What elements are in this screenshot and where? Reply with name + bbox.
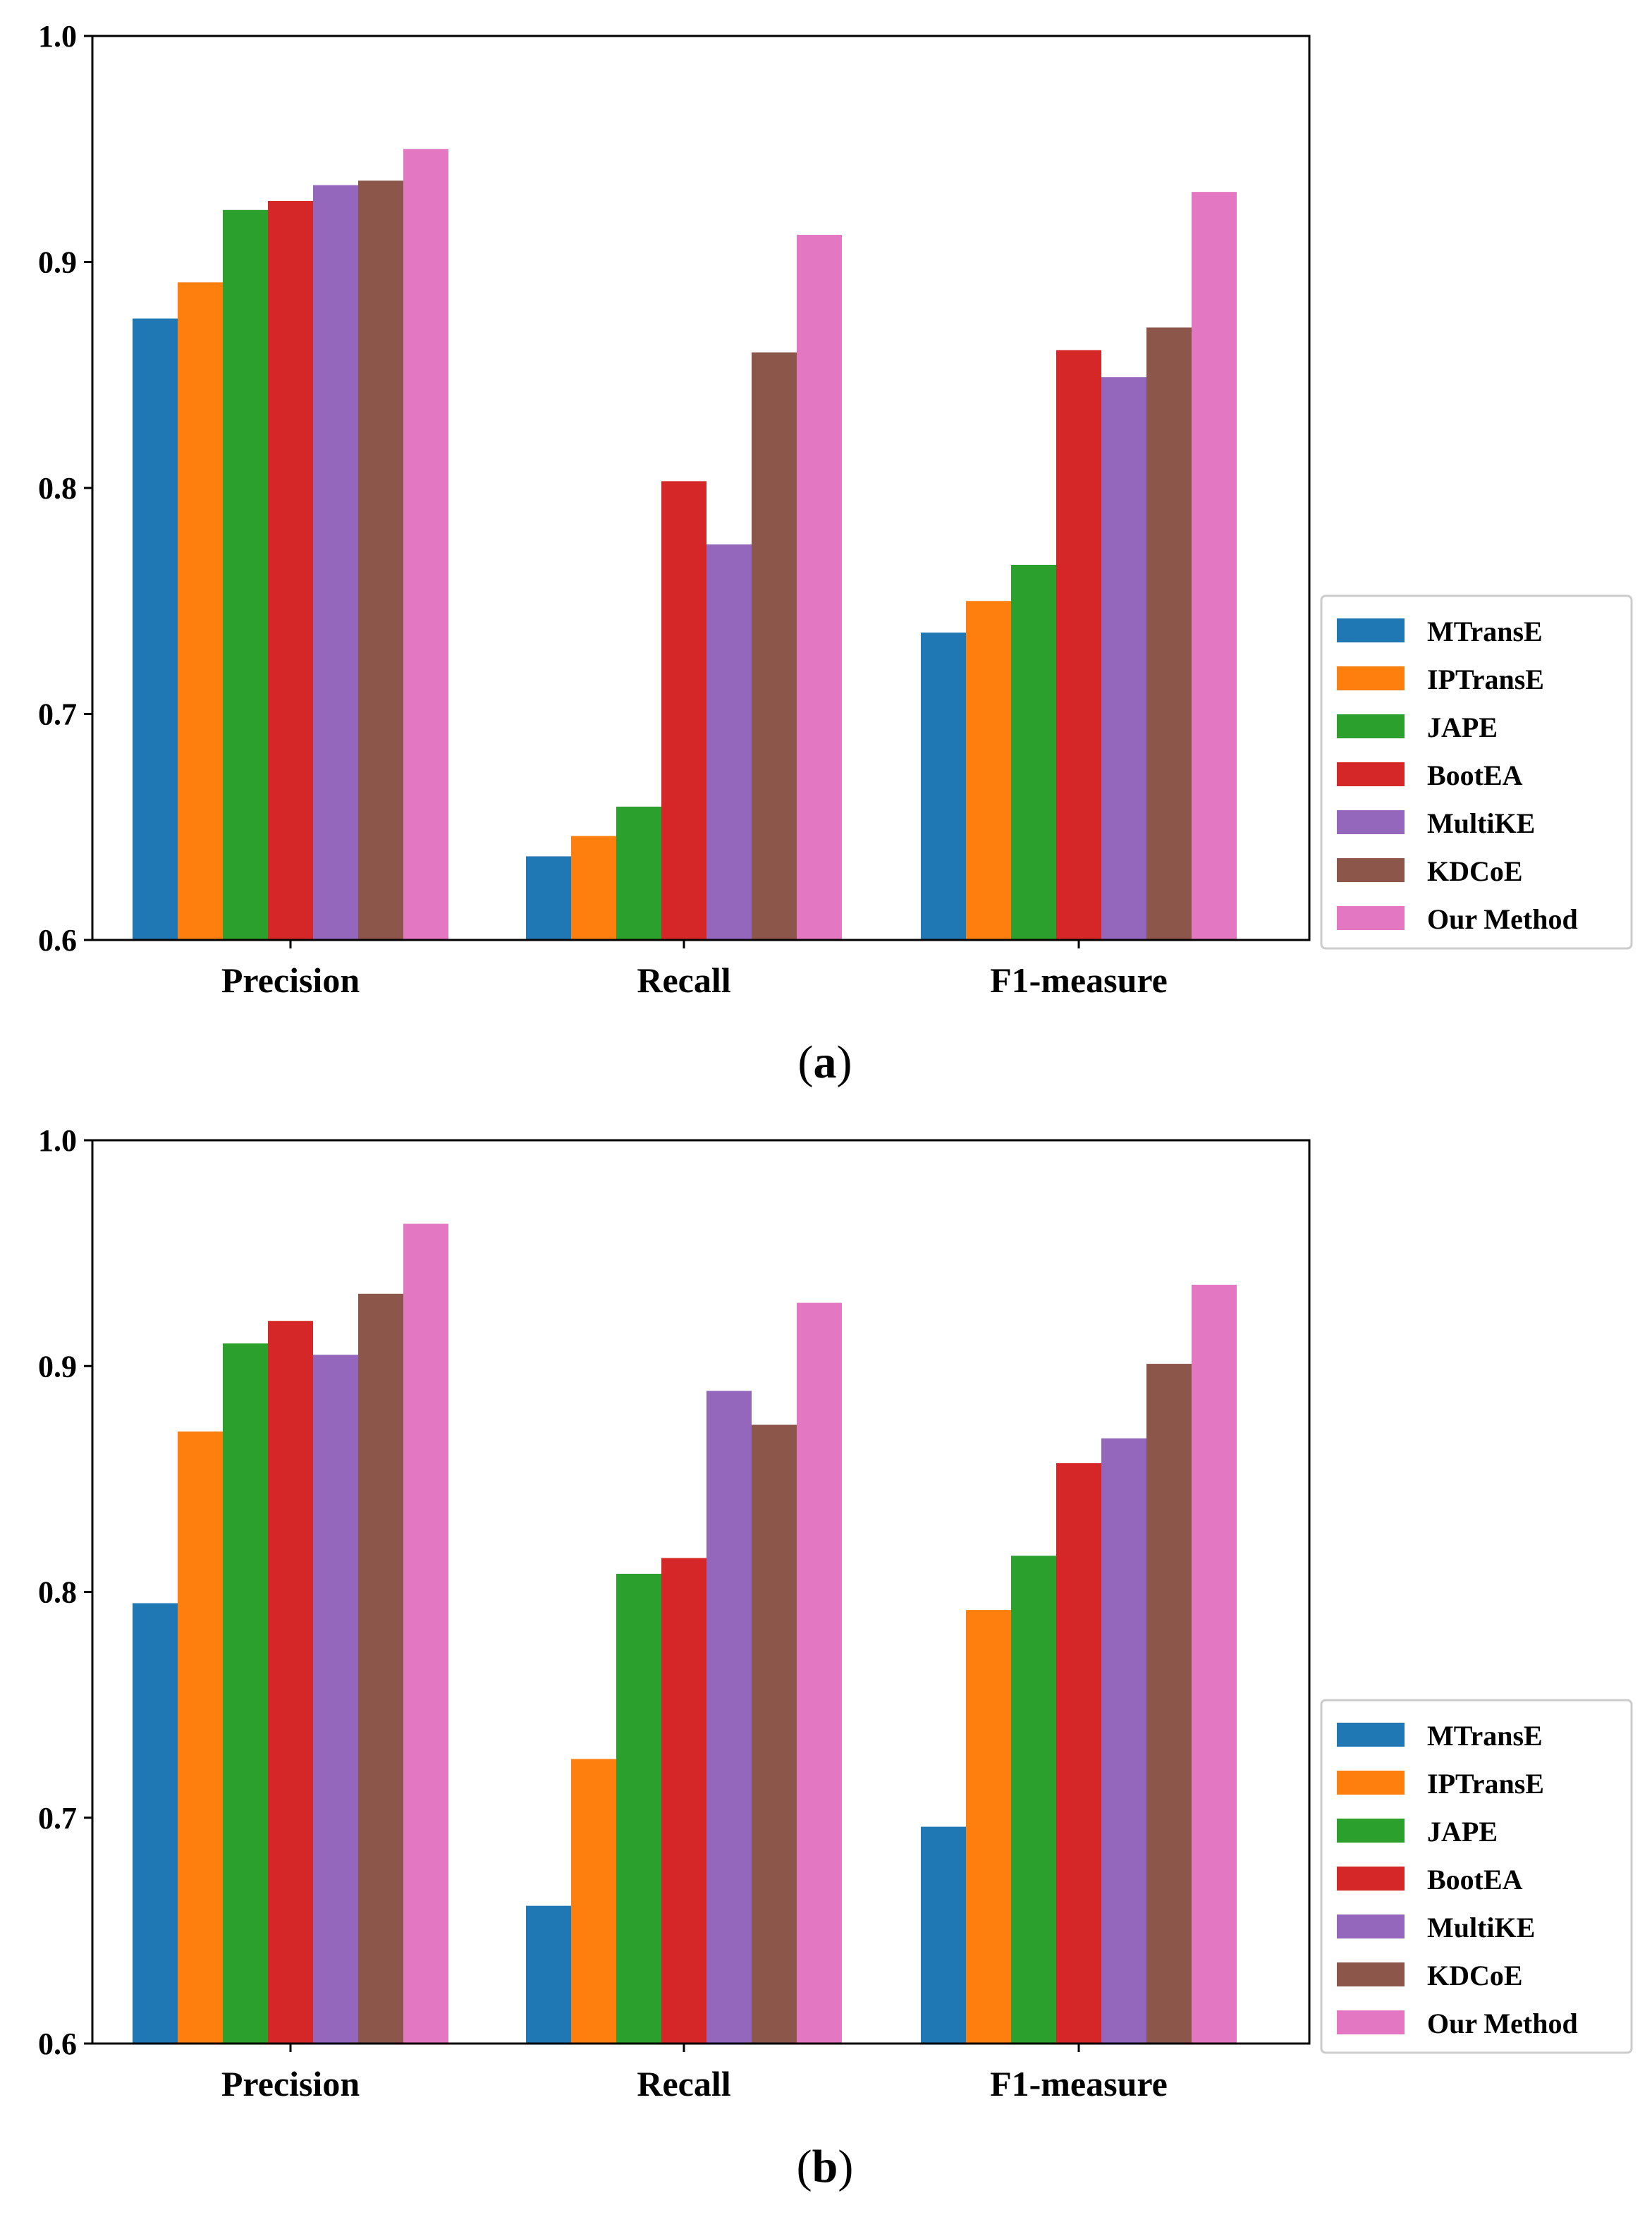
bar-bootea-precision — [268, 1321, 313, 2044]
legend-swatch — [1337, 1867, 1405, 1891]
bar-multike-recall — [706, 544, 752, 940]
legend-swatch — [1337, 1723, 1405, 1747]
legend-label: MTransE — [1427, 1720, 1543, 1752]
bar-multike-recall — [706, 1391, 752, 2044]
y-tick-label: 0.9 — [38, 245, 77, 280]
x-tick-label: Recall — [637, 960, 730, 1000]
legend-label: JAPE — [1427, 712, 1498, 743]
bar-bootea-f1-measure — [1056, 1462, 1101, 2044]
bar-multike-f1-measure — [1101, 1438, 1146, 2044]
bar-bootea-recall — [661, 481, 706, 940]
bar-multike-f1-measure — [1101, 377, 1146, 940]
chart-panel-b: 0.6 0.7 0.8 0.9 1.0 Precision Recall F1-measure… — [38, 1123, 1633, 2192]
legend-label: Our Method — [1427, 2008, 1578, 2039]
legend-swatch — [1337, 762, 1405, 786]
bar-jape-f1-measure — [1011, 564, 1056, 940]
legend-label: MultiKE — [1427, 807, 1535, 839]
legend-label: IPTransE — [1427, 1768, 1544, 1800]
legend-swatch — [1337, 1915, 1405, 1938]
bar-our-method-f1-measure — [1192, 1284, 1237, 2044]
legend-label: BootEA — [1427, 759, 1523, 791]
legend-label: JAPE — [1427, 1816, 1498, 1848]
bar-jape-f1-measure — [1011, 1556, 1056, 2044]
bar-multike-precision — [313, 185, 358, 940]
legend-swatch — [1337, 666, 1405, 690]
legend-swatch — [1337, 618, 1405, 642]
chart-panel-a: 0.6 0.7 0.8 0.9 1.0 Precision Recall F1-measure… — [38, 19, 1633, 1088]
legend-swatch — [1337, 858, 1405, 882]
bar-iptranse-precision — [178, 282, 223, 941]
bar-bootea-recall — [661, 1558, 706, 2044]
bar-kdcoe-recall — [752, 1424, 797, 2044]
bar-jape-recall — [616, 1573, 661, 2044]
legend-swatch — [1337, 714, 1405, 738]
legend-swatch — [1337, 1771, 1405, 1795]
legend-label: MTransE — [1427, 616, 1543, 647]
bar-jape-precision — [223, 1343, 268, 2044]
x-tick-label: F1-measure — [990, 960, 1168, 1000]
y-tick-label: 0.7 — [38, 1801, 77, 1836]
x-tick-label: Recall — [637, 2064, 730, 2103]
legend-label: IPTransE — [1427, 664, 1544, 695]
bar-kdcoe-f1-measure — [1146, 1364, 1192, 2044]
x-tick-label: Precision — [221, 2064, 360, 2103]
x-tick-label: Precision — [221, 960, 360, 1000]
y-tick-label: 0.7 — [38, 697, 77, 732]
panel-caption: (b) — [797, 2141, 854, 2192]
bar-iptranse-f1-measure — [966, 1610, 1011, 2044]
legend-label: Our Method — [1427, 903, 1578, 935]
y-tick-label: 1.0 — [38, 19, 77, 54]
x-tick-label: F1-measure — [990, 2064, 1168, 2103]
bar-our-method-precision — [403, 1223, 448, 2044]
y-tick-label: 1.0 — [38, 1123, 77, 1158]
legend-swatch — [1337, 2010, 1405, 2034]
legend-label: KDCoE — [1427, 855, 1523, 887]
y-tick-label: 0.9 — [38, 1349, 77, 1384]
legend-swatch — [1337, 1819, 1405, 1843]
bar-mtranse-recall — [526, 1905, 571, 2044]
y-tick-label: 0.8 — [38, 1575, 77, 1610]
legend-label: BootEA — [1427, 1864, 1523, 1895]
y-tick-label: 0.8 — [38, 471, 77, 506]
bar-mtranse-f1-measure — [921, 1826, 966, 2044]
bar-our-method-f1-measure — [1192, 192, 1237, 940]
panel-caption: (a) — [798, 1037, 852, 1088]
bar-iptranse-f1-measure — [966, 601, 1011, 940]
legend-label: KDCoE — [1427, 1960, 1523, 1991]
legend-label: MultiKE — [1427, 1912, 1535, 1943]
legend: MTransE IPTransE JAPE BootEA MultiKE KDCoE Our… — [1320, 1699, 1633, 2054]
bar-kdcoe-f1-measure — [1146, 327, 1192, 940]
legend-swatch — [1337, 1962, 1405, 1986]
legend-swatch — [1337, 906, 1405, 930]
bar-bootea-f1-measure — [1056, 350, 1101, 940]
y-tick-label: 0.6 — [38, 2027, 77, 2061]
bar-mtranse-precision — [133, 318, 178, 940]
bar-bootea-precision — [268, 200, 313, 941]
y-tick-label: 0.6 — [38, 923, 77, 958]
bar-mtranse-recall — [526, 856, 571, 940]
bar-kdcoe-precision — [358, 181, 403, 940]
bar-kdcoe-recall — [752, 352, 797, 940]
legend: MTransE IPTransE JAPE BootEA MultiKE KDCoE Our… — [1320, 594, 1633, 950]
bar-our-method-precision — [403, 149, 448, 940]
bar-multike-precision — [313, 1355, 358, 2044]
bar-mtranse-f1-measure — [921, 633, 966, 940]
bar-iptranse-recall — [571, 1759, 616, 2044]
bar-kdcoe-precision — [358, 1293, 403, 2044]
bar-iptranse-recall — [571, 836, 616, 940]
bar-our-method-recall — [797, 235, 842, 940]
bar-jape-precision — [223, 209, 268, 940]
bar-iptranse-precision — [178, 1431, 223, 2044]
legend-swatch — [1337, 810, 1405, 834]
bar-jape-recall — [616, 806, 661, 940]
bar-our-method-recall — [797, 1302, 842, 2044]
bar-mtranse-precision — [133, 1603, 178, 2044]
